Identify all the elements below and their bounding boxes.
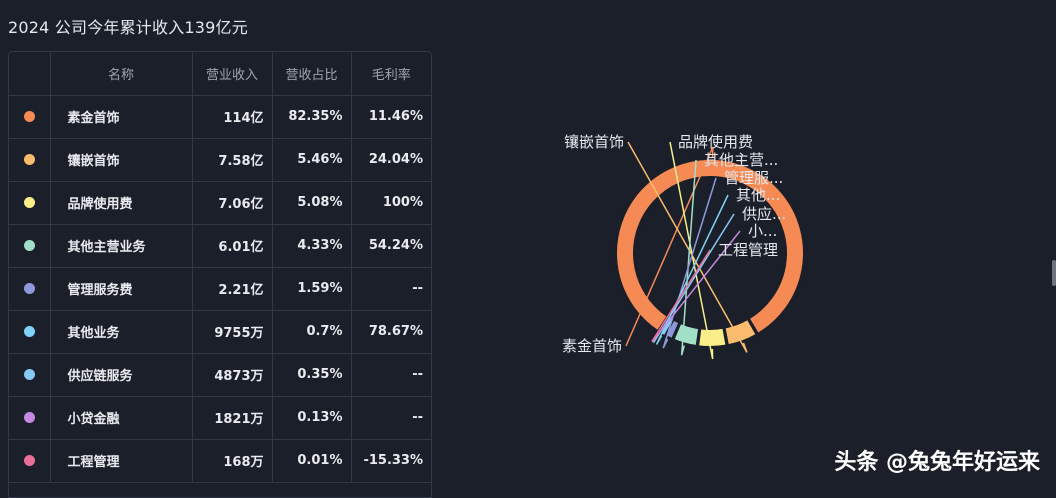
row-share: 82.35%	[272, 95, 352, 139]
row-margin: 54.24%	[351, 224, 431, 268]
legend-dot	[23, 412, 35, 423]
legend-dot-cell	[9, 396, 51, 440]
row-revenue: 114亿	[192, 95, 273, 139]
row-share: 0.13%	[272, 396, 352, 440]
leader-line	[651, 249, 711, 343]
slice-label: 供应...	[742, 205, 786, 223]
leader-line	[662, 177, 717, 349]
table-row[interactable]: 工程管理 168万 0.01% -15.33%	[9, 439, 431, 483]
donut-slice[interactable]	[696, 326, 728, 348]
legend-dot	[23, 283, 35, 294]
row-revenue: 4873万	[192, 353, 273, 397]
row-name: 小贷金融	[50, 396, 193, 440]
row-margin: 11.46%	[351, 95, 431, 139]
row-share: 5.08%	[272, 181, 352, 225]
header-margin[interactable]: 毛利率	[351, 52, 431, 96]
slice-label: 管理服...	[724, 169, 783, 187]
revenue-donut-chart: 素金首饰 镶嵌首饰 品牌使用费其他主营...管理服...其他...供应...小...…	[562, 133, 805, 360]
row-margin: --	[351, 267, 431, 311]
table-row[interactable]: 管理服务费 2.21亿 1.59% --	[9, 267, 431, 311]
slice-label: 工程管理	[718, 241, 778, 259]
row-margin: --	[351, 396, 431, 440]
legend-dot-cell	[9, 95, 51, 139]
leader-line	[680, 159, 697, 356]
slice-label: 小...	[748, 222, 777, 240]
legend-dot	[23, 197, 35, 208]
header-revenue[interactable]: 营业收入	[192, 52, 273, 96]
row-share: 0.35%	[272, 353, 352, 397]
slice-label: 镶嵌首饰	[564, 133, 624, 151]
row-margin: 78.67%	[351, 310, 431, 354]
revenue-table: 名称 营业收入 营收占比 毛利率 素金首饰 114亿 82.35% 11.46% 镶嵌首…	[8, 51, 432, 498]
row-margin: 100%	[351, 181, 431, 225]
donut-slice[interactable]	[663, 318, 681, 341]
legend-dot	[23, 326, 35, 337]
table-header-row: 名称 营业收入 营收占比 毛利率	[9, 52, 431, 96]
row-revenue: 1821万	[192, 396, 273, 440]
row-revenue: 7.06亿	[192, 181, 273, 225]
legend-dot-cell	[9, 181, 51, 225]
header-name[interactable]: 名称	[50, 52, 193, 96]
donut-slice[interactable]	[615, 158, 805, 336]
donut-slice[interactable]	[672, 321, 701, 348]
legend-dot	[23, 240, 35, 251]
legend-dot	[23, 154, 35, 165]
scrollbar[interactable]	[1052, 260, 1056, 286]
row-revenue: 6.01亿	[192, 224, 273, 268]
table-row[interactable]: 素金首饰 114亿 82.35% 11.46%	[9, 95, 431, 139]
legend-dot	[23, 455, 35, 466]
legend-dot	[23, 369, 35, 380]
row-share: 1.59%	[272, 267, 352, 311]
row-name: 管理服务费	[50, 267, 193, 311]
row-revenue: 2.21亿	[192, 267, 273, 311]
legend-dot-cell	[9, 224, 51, 268]
row-share: 5.46%	[272, 138, 352, 182]
legend-dot-cell	[9, 439, 51, 483]
legend-dot-cell	[9, 353, 51, 397]
row-name: 供应链服务	[50, 353, 193, 397]
row-name: 其他主营业务	[50, 224, 193, 268]
leader-line	[625, 146, 714, 347]
table-row[interactable]: 镶嵌首饰 7.58亿 5.46% 24.04%	[9, 138, 431, 182]
donut-slice[interactable]	[723, 317, 759, 347]
row-revenue: 9755万	[192, 310, 273, 354]
row-margin: -15.33%	[351, 439, 431, 483]
row-share: 0.01%	[272, 439, 352, 483]
table-row[interactable]: 其他主营业务 6.01亿 4.33% 54.24%	[9, 224, 431, 268]
header-share[interactable]: 营收占比	[272, 52, 352, 96]
row-name: 工程管理	[50, 439, 193, 483]
row-margin: --	[351, 353, 431, 397]
slice-label: 其他主营...	[704, 151, 778, 169]
leader-line	[669, 141, 714, 360]
row-name: 镶嵌首饰	[50, 138, 193, 182]
slice-label: 品牌使用费	[678, 133, 753, 151]
table-row[interactable]: 小贷金融 1821万 0.13% --	[9, 396, 431, 440]
row-name: 其他业务	[50, 310, 193, 354]
leader-line	[655, 194, 729, 345]
legend-dot-cell	[9, 138, 51, 182]
table-row[interactable]: 品牌使用费 7.06亿 5.08% 100%	[9, 181, 431, 225]
slice-label: 其他...	[736, 186, 780, 204]
row-name: 品牌使用费	[50, 181, 193, 225]
table-row[interactable]: 其他业务 9755万 0.7% 78.67%	[9, 310, 431, 354]
legend-dot-cell	[9, 267, 51, 311]
table-row[interactable]: 供应链服务 4873万 0.35% --	[9, 353, 431, 397]
slice-label: 素金首饰	[562, 337, 622, 355]
row-margin: 24.04%	[351, 138, 431, 182]
row-revenue: 168万	[192, 439, 273, 483]
row-share: 0.7%	[272, 310, 352, 354]
row-revenue: 7.58亿	[192, 138, 273, 182]
watermark: 头条 @兔兔年好运来	[834, 450, 1040, 475]
legend-dot	[23, 111, 35, 122]
header-color	[9, 52, 51, 96]
row-name: 素金首饰	[50, 95, 193, 139]
leader-line	[652, 213, 735, 344]
legend-dot-cell	[9, 310, 51, 354]
row-share: 4.33%	[272, 224, 352, 268]
leader-line	[627, 141, 748, 353]
page-title: 2024 公司今年累计收入139亿元	[8, 18, 248, 37]
